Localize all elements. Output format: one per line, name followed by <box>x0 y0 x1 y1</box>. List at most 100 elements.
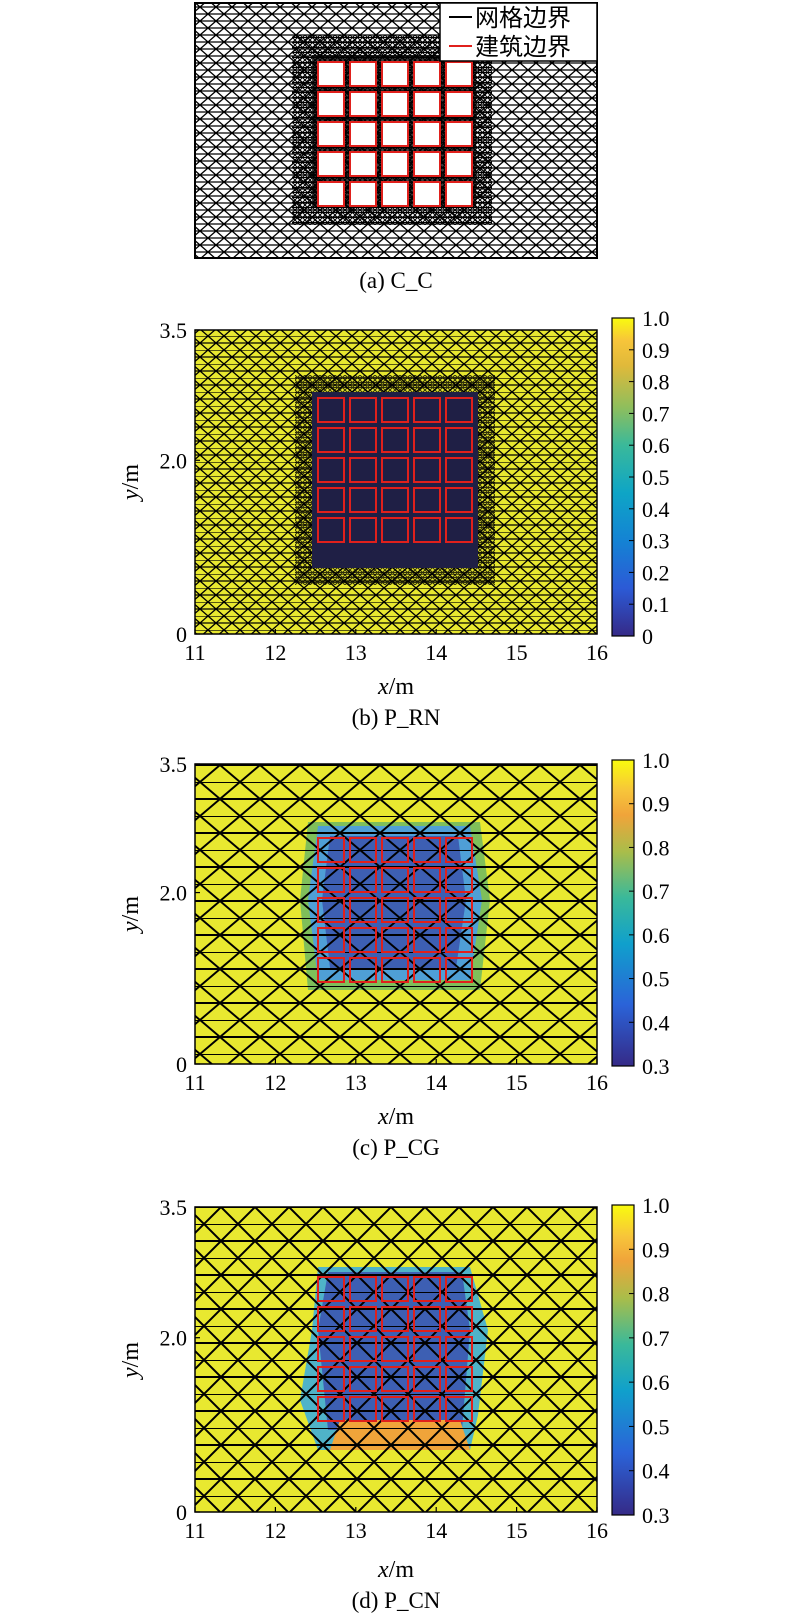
building-outline <box>317 867 345 893</box>
building-outline <box>381 897 409 923</box>
building-outline <box>381 867 409 893</box>
building-outline <box>381 1336 409 1362</box>
building-outline <box>445 121 473 147</box>
building-outline <box>317 151 345 177</box>
colorbar-tick-label: 0.7 <box>642 1326 670 1351</box>
building-outline <box>445 897 473 923</box>
building-outline <box>381 91 409 117</box>
building-outline <box>445 181 473 207</box>
building-outline <box>413 91 441 117</box>
building-outline <box>317 457 345 483</box>
building-outline <box>349 151 377 177</box>
colorbar-tick-label: 1.0 <box>642 306 670 331</box>
building-outline <box>445 517 473 543</box>
building-outline <box>349 1306 377 1332</box>
x-tick-label: 16 <box>586 1518 608 1543</box>
building-outline <box>381 397 409 423</box>
plot-frame <box>194 763 598 1065</box>
building-outline <box>413 151 441 177</box>
y-tick-label: 2.0 <box>160 1326 188 1351</box>
building-outline <box>349 181 377 207</box>
building-outline <box>413 517 441 543</box>
building-outline <box>445 151 473 177</box>
y-tick-label: 3.5 <box>160 1195 188 1220</box>
y-tick-label: 2.0 <box>160 448 188 473</box>
building-outline <box>349 957 377 983</box>
colorbar-tick-label: 0.9 <box>642 338 670 363</box>
building-outline <box>381 517 409 543</box>
building-outline <box>317 61 345 87</box>
building-outline <box>317 1306 345 1332</box>
building-outline <box>413 1366 441 1392</box>
panel-c: 11 12 13 14 15 16 0 2.0 3.5 x/m y/m 0.3 0.4 0.5 0.6… <box>118 748 670 1160</box>
building-outline <box>317 91 345 117</box>
building-outline <box>445 867 473 893</box>
colorbar-tick-label: 0.4 <box>642 497 670 522</box>
building-outline <box>381 487 409 513</box>
building-outline <box>317 1366 345 1392</box>
building-outline <box>349 1276 377 1302</box>
x-tick-label: 16 <box>586 640 608 665</box>
building-outline <box>349 927 377 953</box>
colorbar-ticks: 0.3 0.4 0.5 0.6 0.7 0.8 0.9 1.0 <box>629 748 670 1079</box>
building-outline <box>445 457 473 483</box>
mesh-overlay <box>195 1207 597 1512</box>
x-tick-label: 14 <box>425 640 447 665</box>
panel-d: 11 12 13 14 15 16 0 2.0 3.5 x/m y/m 0.3 0.4 0.5 0.6… <box>118 1193 670 1613</box>
colorbar-tick-label: 0.4 <box>642 1459 670 1484</box>
y-tick-label: 2.0 <box>160 881 188 906</box>
colorbar-tick-label: 0.5 <box>642 967 670 992</box>
building-outline <box>317 487 345 513</box>
building-outline <box>349 427 377 453</box>
building-outline <box>349 837 377 863</box>
building-outline <box>445 91 473 117</box>
building-outline <box>413 897 441 923</box>
building-outline <box>317 1276 345 1302</box>
building-outline <box>317 1396 345 1422</box>
building-outline <box>381 957 409 983</box>
building-outline <box>317 427 345 453</box>
plot-frame <box>194 1206 598 1513</box>
axis-ticks: 11 12 13 14 15 16 0 2.0 3.5 <box>160 752 609 1095</box>
building-outline <box>413 61 441 87</box>
building-outline <box>349 1336 377 1362</box>
x-tick-label: 13 <box>345 1070 367 1095</box>
colorbar-tick-label: 0.3 <box>642 1503 670 1528</box>
caption-c: (c) P_CG <box>352 1135 440 1160</box>
colorbar-tick-label: 0.3 <box>642 1054 670 1079</box>
building-outline <box>445 957 473 983</box>
building-outline <box>445 397 473 423</box>
caption-d: (d) P_CN <box>352 1588 441 1613</box>
building-outline <box>445 837 473 863</box>
building-outline <box>445 1336 473 1362</box>
caption-b: (b) P_RN <box>352 705 441 730</box>
building-outline <box>381 151 409 177</box>
building-outline <box>381 927 409 953</box>
building-outline <box>445 1396 473 1422</box>
x-tick-label: 12 <box>264 640 286 665</box>
building-outline <box>381 837 409 863</box>
building-outline <box>413 181 441 207</box>
colorbar-tick-label: 0.9 <box>642 792 670 817</box>
x-tick-label: 15 <box>506 1070 528 1095</box>
building-outline <box>317 1336 345 1362</box>
axis-ticks: 11 12 13 14 15 16 0 2.0 3.5 <box>160 1195 609 1543</box>
building-outline <box>317 397 345 423</box>
colorbar-tick-label: 0.6 <box>642 433 670 458</box>
colorbar-tick-label: 0.5 <box>642 1414 670 1439</box>
colorbar <box>611 1204 635 1516</box>
building-outline <box>381 427 409 453</box>
building-grid <box>317 397 473 543</box>
colorbar <box>611 759 635 1067</box>
colorbar-tick-label: 0.6 <box>642 923 670 948</box>
building-grid <box>317 837 473 983</box>
building-outline <box>317 517 345 543</box>
x-tick-label: 11 <box>184 1518 205 1543</box>
building-outline <box>381 1306 409 1332</box>
axis-ticks: 11 12 13 14 15 16 0 2.0 3.5 <box>160 318 609 665</box>
building-outline <box>413 1306 441 1332</box>
x-tick-label: 14 <box>425 1518 447 1543</box>
mesh-overlay <box>195 764 597 1064</box>
building-outline <box>381 457 409 483</box>
building-outline <box>413 837 441 863</box>
